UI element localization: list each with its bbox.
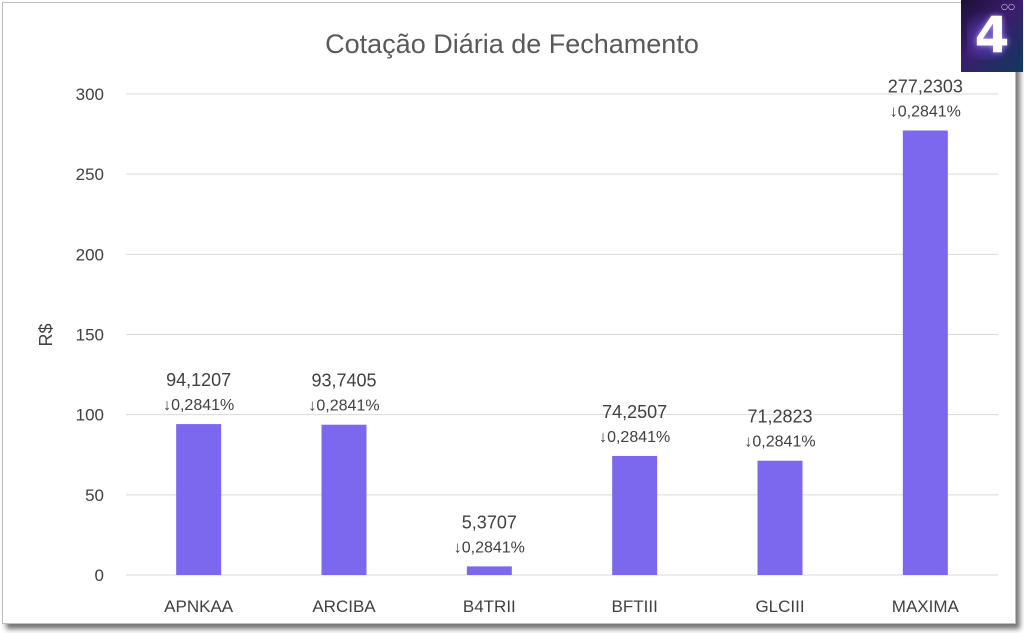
category-label: ARCIBA [312, 597, 376, 616]
bar [902, 130, 948, 575]
y-tick-label: 100 [76, 406, 104, 425]
change-label: ↓0,2841% [308, 398, 379, 415]
y-tick-label: 0 [95, 566, 104, 585]
y-tick-label: 200 [76, 245, 104, 264]
bar [466, 566, 512, 575]
value-label: 94,1207 [166, 370, 231, 390]
change-label: ↓0,2841% [163, 397, 234, 414]
change-label: ↓0,2841% [599, 429, 670, 446]
bar [176, 424, 222, 575]
change-label: ↓0,2841% [744, 434, 815, 451]
value-label: 277,2303 [888, 77, 963, 97]
y-tick-label: 250 [76, 165, 104, 184]
change-label: ↓0,2841% [454, 539, 525, 556]
chart-title: Cotação Diária de Fechamento [325, 29, 699, 59]
category-label: MAXIMA [892, 597, 960, 616]
value-label: 74,2507 [602, 402, 667, 422]
chart-frame [2, 2, 1016, 624]
logo-glow [967, 10, 1013, 60]
category-label: B4TRII [463, 597, 516, 616]
data-labels: 94,1207 ↓0,2841% 93,7405 ↓0,2841% 5,3707 ↓0,2… [163, 77, 963, 557]
y-tick-label: 50 [85, 486, 104, 505]
y-tick-labels: 0 50 100 150 200 250 300 [76, 85, 104, 585]
y-axis-label: R$ [36, 323, 56, 346]
value-label: 93,7405 [311, 371, 376, 391]
bar [321, 424, 367, 575]
category-label: APNKAA [164, 597, 234, 616]
logo-superscript: ○○ [1001, 2, 1015, 11]
bars [176, 130, 948, 575]
category-label: GLCIII [755, 597, 804, 616]
bar [757, 460, 803, 575]
value-label: 5,3707 [462, 512, 517, 532]
y-tick-label: 300 [76, 85, 104, 104]
bar [612, 455, 658, 575]
logo-number: 4 [974, 6, 1010, 64]
category-labels: APNKAA ARCIBA B4TRII BFTIII GLCIII MAXIMA [164, 597, 959, 616]
y-tick-label: 150 [76, 326, 104, 345]
gridlines [126, 93, 998, 576]
category-label: BFTIII [612, 597, 658, 616]
value-label: 71,2823 [747, 407, 812, 427]
brand-logo: ○○ 4 [961, 0, 1023, 72]
change-label: ↓0,2841% [890, 104, 961, 121]
